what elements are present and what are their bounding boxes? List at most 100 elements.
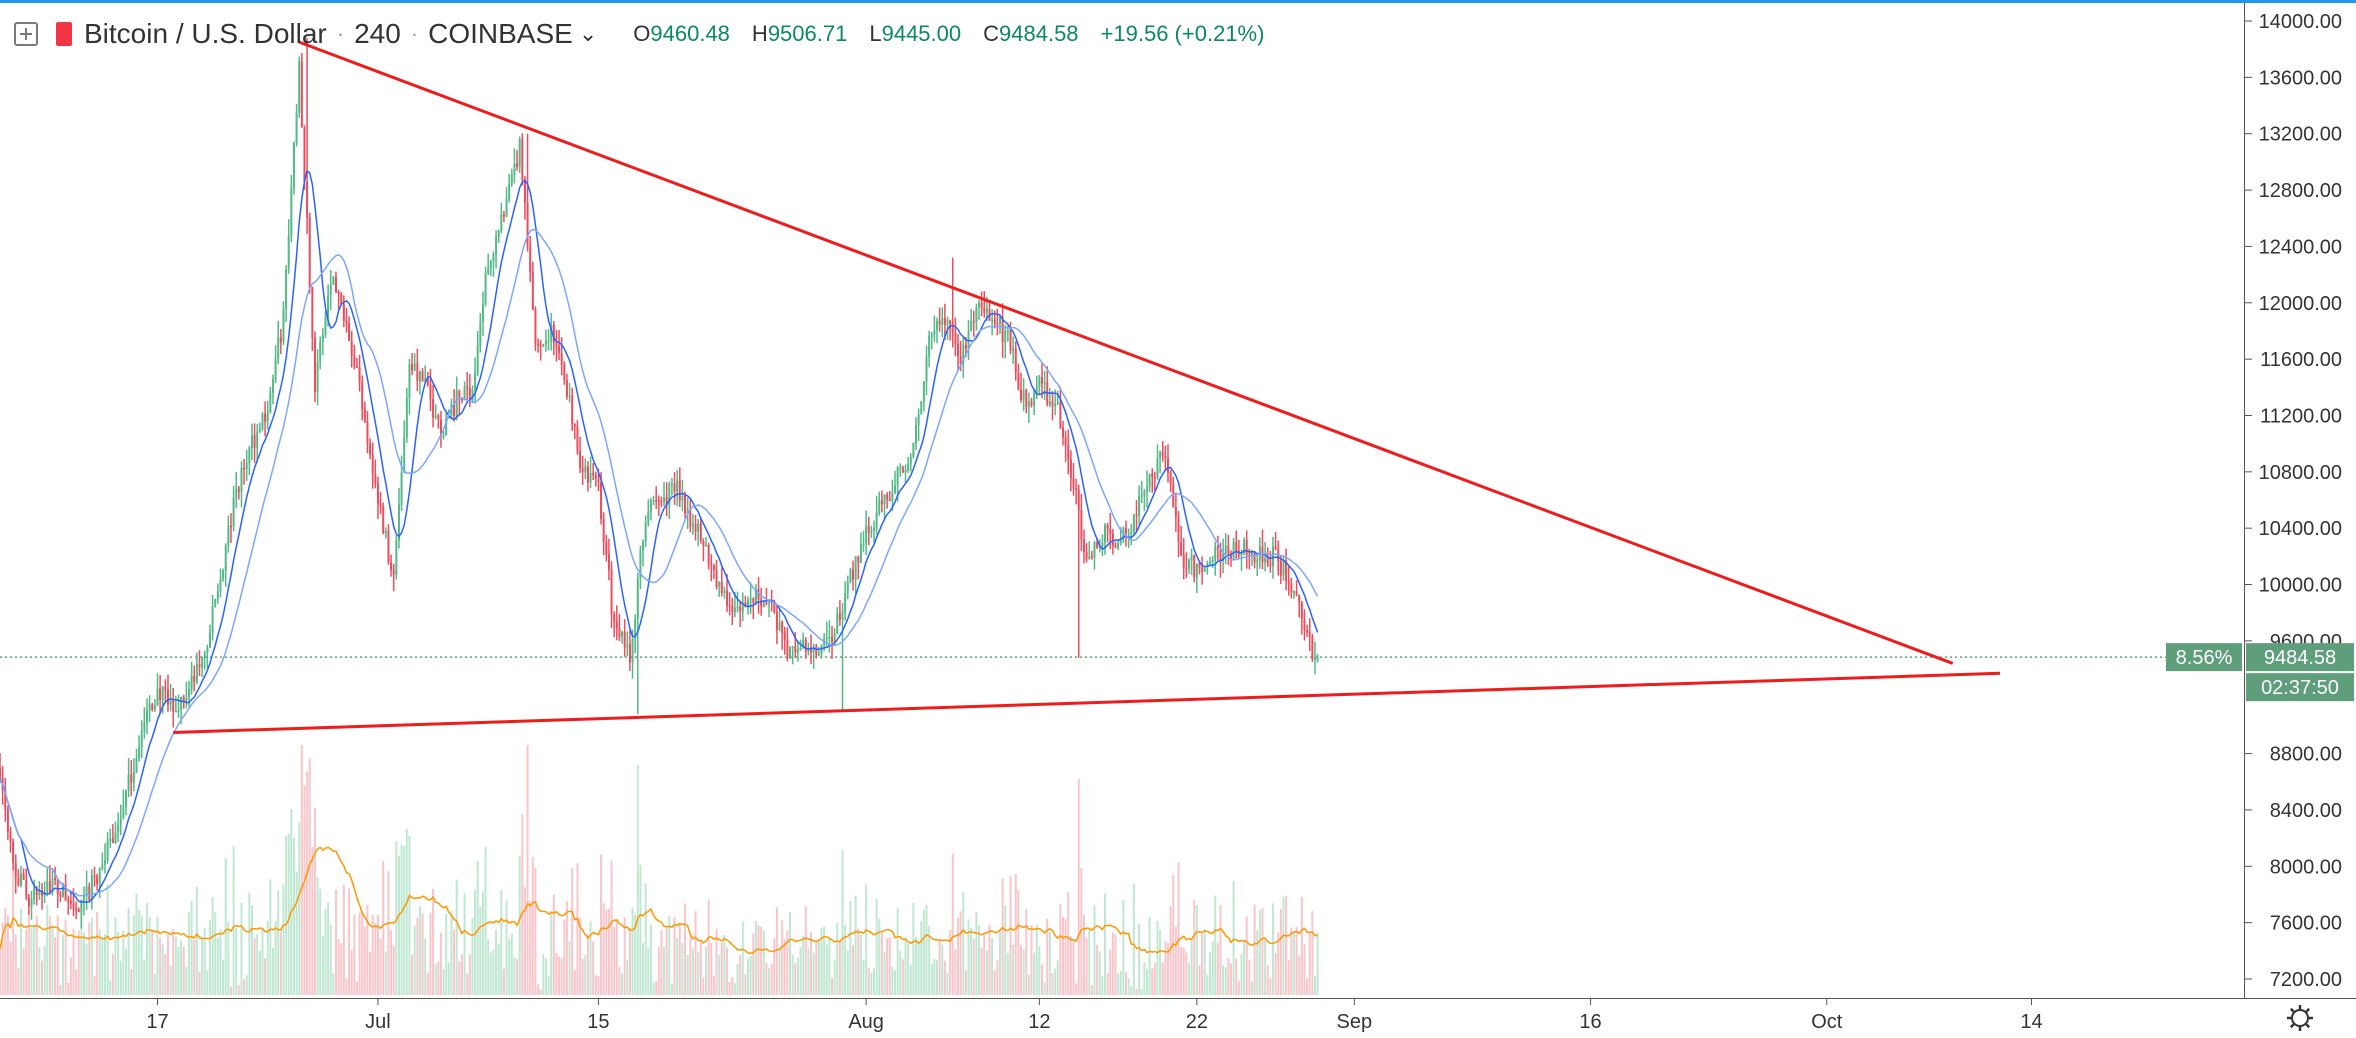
candle-body[interactable] — [153, 704, 156, 710]
candle-body[interactable] — [628, 644, 631, 663]
candle-layer[interactable] — [0, 37, 1319, 929]
candle-body[interactable] — [308, 217, 311, 288]
candle-body[interactable] — [615, 621, 618, 628]
candle-body[interactable] — [689, 509, 692, 527]
compare-add-button[interactable] — [14, 22, 38, 46]
candle-body[interactable] — [1138, 496, 1141, 516]
candle-body[interactable] — [1235, 542, 1238, 551]
candle-body[interactable] — [649, 500, 652, 512]
candle-body[interactable] — [355, 366, 358, 368]
candle-body[interactable] — [361, 382, 364, 409]
candle-body[interactable] — [316, 361, 319, 392]
candle-body[interactable] — [810, 647, 813, 653]
candle-body[interactable] — [237, 488, 240, 492]
candle-body[interactable] — [1311, 637, 1314, 660]
candle-body[interactable] — [1033, 393, 1036, 406]
candle-body[interactable] — [1145, 486, 1148, 492]
candle-body[interactable] — [899, 467, 902, 470]
candle-body[interactable] — [374, 473, 377, 484]
candle-body[interactable] — [1132, 514, 1135, 533]
candle-body[interactable] — [382, 506, 385, 534]
candle-body[interactable] — [610, 569, 613, 615]
candle-body[interactable] — [19, 873, 22, 885]
candle-body[interactable] — [1214, 546, 1217, 560]
candle-body[interactable] — [271, 379, 274, 393]
candle-body[interactable] — [1017, 373, 1020, 390]
candle-body[interactable] — [342, 303, 345, 321]
candle-body[interactable] — [300, 61, 303, 128]
candle-body[interactable] — [878, 500, 881, 513]
candle-body[interactable] — [573, 424, 576, 427]
candle-body[interactable] — [119, 817, 122, 825]
candle-body[interactable] — [825, 637, 828, 639]
candle-body[interactable] — [550, 324, 553, 341]
candle-body[interactable] — [432, 399, 435, 418]
candle-body[interactable] — [1271, 546, 1274, 566]
candle-body[interactable] — [901, 467, 904, 473]
candle-body[interactable] — [922, 381, 925, 402]
candle-body[interactable] — [1069, 459, 1072, 479]
symbol-title[interactable]: Bitcoin / U.S. Dollar · 240 · COINBASE ⌄ — [84, 18, 633, 50]
candle-body[interactable] — [904, 470, 907, 473]
candle-body[interactable] — [728, 605, 731, 607]
candle-body[interactable] — [991, 319, 994, 322]
candle-body[interactable] — [4, 789, 7, 810]
candle-body[interactable] — [526, 202, 529, 247]
candle-body[interactable] — [852, 569, 855, 580]
candle-body[interactable] — [1174, 506, 1177, 517]
candle-body[interactable] — [285, 269, 288, 310]
candle-body[interactable] — [27, 896, 30, 907]
candle-body[interactable] — [1075, 488, 1078, 490]
candle-body[interactable] — [686, 509, 689, 514]
candle-body[interactable] — [1266, 558, 1269, 565]
candle-body[interactable] — [660, 501, 663, 503]
candle-body[interactable] — [122, 805, 125, 818]
candle-body[interactable] — [405, 397, 408, 438]
candle-body[interactable] — [964, 345, 967, 349]
candle-body[interactable] — [22, 873, 25, 880]
candle-body[interactable] — [1014, 348, 1017, 374]
candle-body[interactable] — [497, 230, 500, 237]
candle-body[interactable] — [132, 772, 135, 783]
candle-body[interactable] — [888, 499, 891, 502]
candle-body[interactable] — [1140, 495, 1143, 497]
candle-body[interactable] — [586, 466, 589, 483]
candle-body[interactable] — [51, 878, 54, 892]
candle-body[interactable] — [933, 330, 936, 336]
candle-body[interactable] — [500, 214, 503, 231]
candle-body[interactable] — [487, 268, 490, 274]
candle-body[interactable] — [1085, 552, 1088, 559]
candle-body[interactable] — [1088, 556, 1091, 559]
candle-body[interactable] — [613, 614, 616, 622]
candle-body[interactable] — [1048, 401, 1051, 405]
candle-body[interactable] — [1232, 542, 1235, 560]
candle-body[interactable] — [103, 859, 106, 865]
candle-body[interactable] — [1020, 389, 1023, 400]
candle-body[interactable] — [151, 704, 154, 710]
candle-body[interactable] — [117, 824, 120, 833]
candle-body[interactable] — [605, 541, 608, 555]
candle-body[interactable] — [791, 646, 794, 649]
candle-body[interactable] — [479, 321, 482, 346]
candle-body[interactable] — [1012, 348, 1015, 351]
candle-body[interactable] — [1269, 564, 1272, 566]
candle-body[interactable] — [909, 457, 912, 464]
candle-body[interactable] — [185, 698, 188, 701]
candle-body[interactable] — [1117, 543, 1120, 548]
candle-body[interactable] — [130, 774, 133, 783]
candle-body[interactable] — [1229, 555, 1232, 560]
candle-body[interactable] — [190, 675, 193, 690]
candle-body[interactable] — [1038, 377, 1041, 387]
candle-body[interactable] — [747, 600, 750, 607]
candle-body[interactable] — [180, 696, 183, 711]
candle-body[interactable] — [143, 722, 146, 732]
candle-body[interactable] — [996, 323, 999, 325]
candle-body[interactable] — [867, 525, 870, 533]
candle-body[interactable] — [348, 323, 351, 341]
candle-body[interactable] — [985, 308, 988, 313]
candle-body[interactable] — [644, 523, 647, 542]
candle-body[interactable] — [269, 392, 272, 413]
candle-body[interactable] — [30, 898, 33, 907]
candle-body[interactable] — [203, 653, 206, 657]
